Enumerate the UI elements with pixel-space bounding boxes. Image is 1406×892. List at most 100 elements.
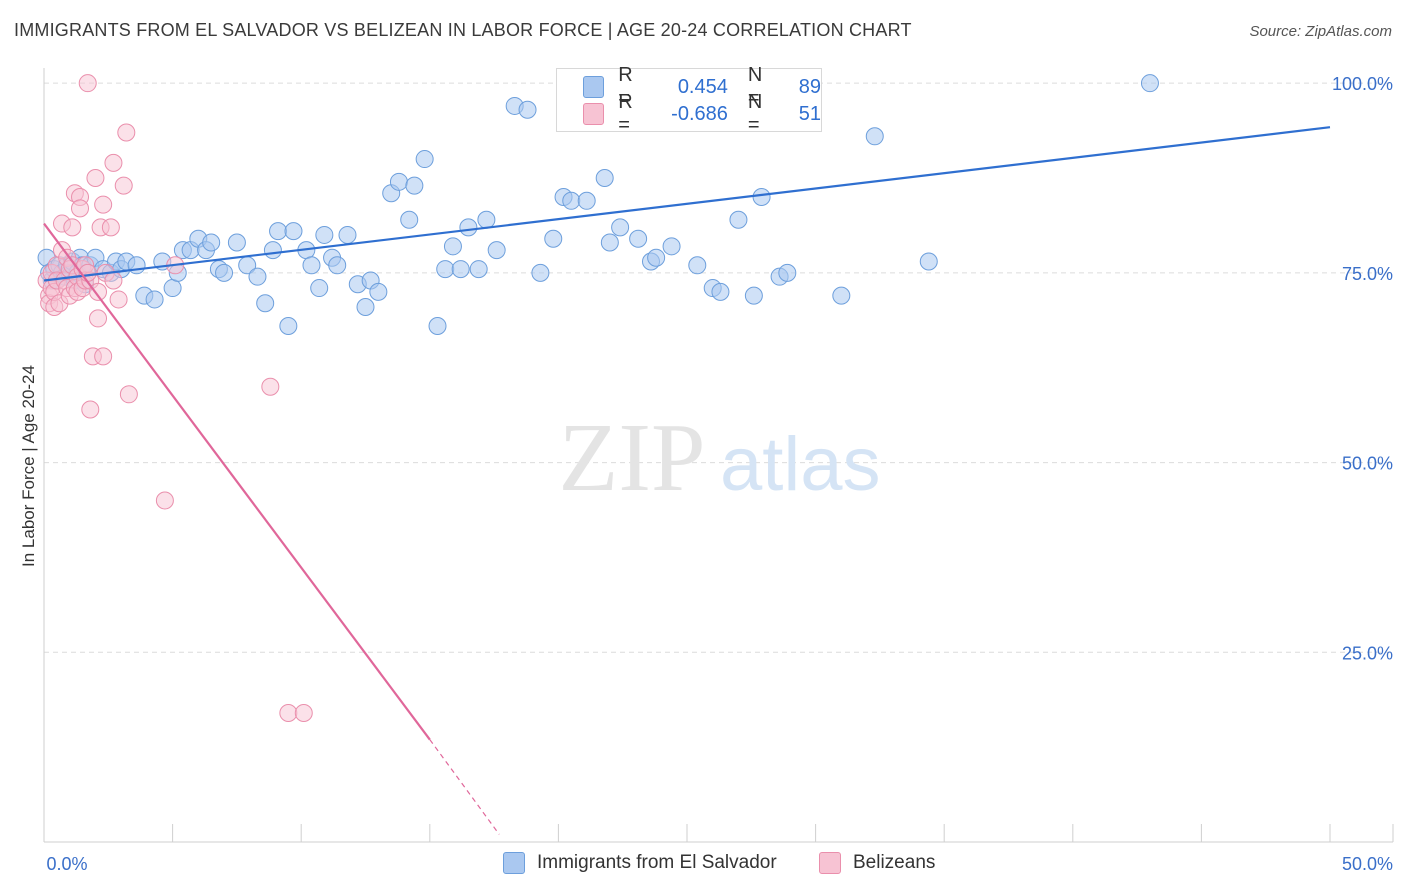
data-point-el-salvador — [145, 290, 164, 309]
legend-label-el-salvador: Immigrants from El Salvador — [537, 852, 777, 873]
data-point-el-salvador — [477, 210, 496, 229]
data-point-el-salvador — [400, 210, 419, 229]
legend-n-label: N = — [747, 64, 763, 109]
data-point-belizeans — [294, 704, 313, 722]
data-point-belizeans — [94, 347, 113, 366]
y-axis-label: In Labor Force | Age 20-24 — [19, 365, 38, 567]
data-point-el-salvador — [595, 169, 614, 188]
data-point-belizeans — [89, 309, 108, 328]
data-point-el-salvador — [832, 286, 851, 305]
data-point-belizeans — [109, 290, 128, 309]
data-point-el-salvador — [215, 263, 234, 282]
data-point-belizeans — [114, 176, 133, 195]
data-point-el-salvador — [202, 233, 221, 252]
data-point-el-salvador — [369, 282, 388, 301]
legend-swatch-blue — [503, 852, 525, 874]
data-point-el-salvador — [356, 298, 375, 317]
legend-label-belizeans: Belizeans — [853, 852, 936, 873]
legend-item-el-salvador: Immigrants from El Salvador — [503, 852, 777, 874]
data-point-el-salvador — [415, 150, 434, 169]
legend-r-label: R = — [618, 64, 633, 109]
data-point-el-salvador — [436, 260, 455, 279]
data-point-el-salvador — [163, 279, 182, 298]
data-point-belizeans — [155, 491, 174, 510]
data-point-belizeans — [279, 704, 298, 722]
axes — [43, 68, 1394, 843]
data-point-belizeans — [104, 153, 123, 172]
series-belizeans-points — [37, 74, 313, 722]
data-point-el-salvador — [256, 294, 275, 313]
data-point-el-salvador — [544, 229, 563, 248]
data-point-el-salvador — [451, 260, 470, 279]
data-point-belizeans — [86, 169, 105, 188]
data-point-el-salvador — [647, 248, 666, 267]
legend-r-label: R = — [618, 91, 633, 136]
data-point-el-salvador — [688, 256, 707, 275]
data-point-el-salvador — [600, 233, 619, 252]
watermark-atlas: atlas — [720, 422, 881, 507]
data-point-el-salvador — [744, 286, 763, 305]
data-point-belizeans — [117, 123, 136, 142]
trend-lines — [43, 126, 1331, 835]
chart-title: IMMIGRANTS FROM EL SALVADOR VS BELIZEAN … — [14, 20, 912, 40]
data-point-el-salvador — [469, 260, 488, 279]
data-point-el-salvador — [284, 222, 303, 241]
legend-row-belizeans: R = -0.686 N = 51 — [583, 91, 821, 136]
y-tick-label: 100.0% — [1332, 74, 1393, 94]
data-point-belizeans — [81, 400, 100, 419]
data-point-el-salvador — [328, 256, 347, 275]
data-point-el-salvador — [562, 191, 581, 210]
data-point-el-salvador — [577, 191, 596, 210]
tick-labels: 25.0% 50.0% 75.0% 100.0% 0.0% 50.0% — [46, 74, 1393, 874]
data-point-belizeans — [89, 282, 108, 301]
data-point-el-salvador — [459, 218, 478, 237]
y-tick-label: 50.0% — [1342, 454, 1393, 474]
data-point-el-salvador — [778, 263, 797, 282]
grid-lines — [44, 82, 1393, 653]
y-tick-label: 75.0% — [1342, 264, 1393, 284]
series-legend: Immigrants from El Salvador Belizeans — [0, 852, 1406, 878]
legend-r-value: 0.454 — [677, 75, 728, 98]
legend-swatch-blue — [583, 76, 605, 98]
data-point-el-salvador — [531, 263, 550, 282]
data-point-el-salvador — [865, 127, 884, 146]
data-point-belizeans — [63, 218, 82, 237]
data-point-belizeans — [104, 271, 123, 290]
trend-line-belizeans — [43, 222, 431, 741]
data-point-el-salvador — [629, 229, 648, 248]
data-point-el-salvador — [389, 172, 408, 191]
legend-n-value: 51 — [798, 102, 821, 125]
data-point-el-salvador — [729, 210, 748, 229]
legend-swatch-pink — [583, 103, 605, 125]
data-point-belizeans — [71, 199, 90, 218]
data-point-el-salvador — [263, 241, 282, 260]
data-point-el-salvador — [227, 233, 246, 252]
trend-line-belizeans-extension — [429, 739, 500, 835]
data-point-el-salvador — [310, 279, 329, 298]
data-point-el-salvador — [487, 241, 506, 260]
legend-row-el-salvador: R = 0.454 N = 89 — [583, 64, 821, 109]
data-point-el-salvador — [428, 317, 447, 335]
data-point-belizeans — [261, 377, 280, 396]
data-point-el-salvador — [248, 267, 267, 286]
data-point-el-salvador — [611, 218, 630, 237]
data-point-el-salvador — [711, 282, 730, 301]
data-point-el-salvador — [1140, 74, 1159, 93]
correlation-legend: R = 0.454 N = 89 R = -0.686 N = 51 — [556, 64, 822, 136]
legend-n-value: 89 — [798, 75, 821, 98]
data-point-belizeans — [78, 74, 97, 93]
x-tick-label-max: 50.0% — [1342, 854, 1393, 874]
data-point-el-salvador — [662, 237, 681, 256]
data-point-el-salvador — [302, 256, 321, 275]
legend-n-label: N = — [747, 91, 763, 136]
data-point-el-salvador — [405, 176, 424, 195]
watermark-zip: ZIP — [559, 404, 706, 512]
data-point-el-salvador — [338, 225, 357, 244]
legend-r-value: -0.686 — [671, 102, 728, 125]
trend-line-el-salvador — [43, 126, 1331, 282]
source-credit: Source: ZipAtlas.com — [1249, 23, 1392, 40]
data-point-el-salvador — [315, 225, 334, 244]
data-point-el-salvador — [752, 188, 771, 206]
data-point-el-salvador — [279, 317, 298, 335]
